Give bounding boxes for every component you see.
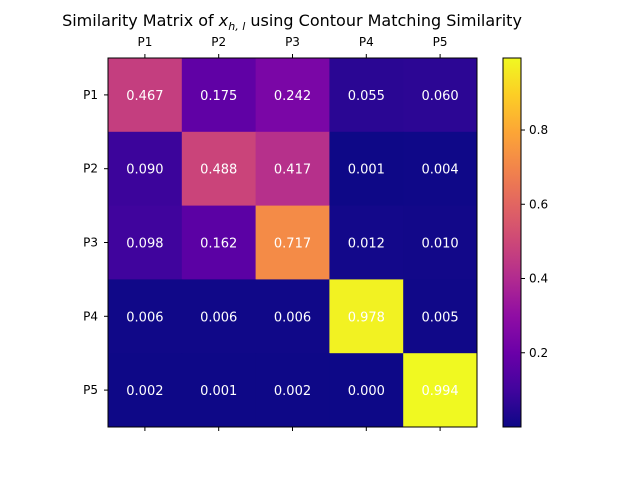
heatmap-cell	[108, 353, 183, 428]
x-tick-label: P1	[137, 35, 152, 49]
cell-value-label: 0.242	[274, 89, 311, 104]
y-tick-label: P1	[83, 88, 98, 102]
cell-value-label: 0.055	[348, 89, 385, 104]
heatmap-cell	[181, 58, 257, 133]
cell-value-label: 0.006	[126, 310, 163, 325]
cell-value-label: 0.001	[200, 384, 237, 399]
y-tick-label: P3	[83, 236, 98, 250]
heatmap-cell	[329, 205, 404, 280]
heatmap-cell	[329, 131, 404, 207]
chart-title-variable: x	[218, 11, 229, 30]
chart-title: Similarity Matrix of xh, l using Contour…	[62, 11, 522, 33]
chart-title-prefix: Similarity Matrix of	[62, 11, 219, 30]
colorbar-tick-label: 0.6	[529, 197, 548, 211]
colorbar-tick-label: 0.4	[529, 272, 548, 286]
heatmap-cell	[108, 205, 183, 280]
x-tick-label: P4	[359, 35, 374, 49]
x-tick-label: P3	[285, 35, 300, 49]
colorbar-ticks: 0.2 0.4 0.6 0.8	[521, 123, 548, 360]
cell-value-label: 0.010	[421, 237, 458, 252]
cell-value-label: 0.004	[421, 163, 458, 178]
y-tick-label: P4	[83, 309, 98, 323]
cell-value-label: 0.006	[200, 310, 237, 325]
heatmap-cell	[181, 353, 257, 428]
colorbar-tick-label: 0.8	[529, 123, 548, 137]
heatmap-cell	[181, 205, 257, 280]
cell-value-label: 0.002	[274, 384, 311, 399]
cell-value-label: 0.467	[126, 89, 163, 104]
cell-value-label: 0.000	[348, 384, 385, 399]
heatmap-cell	[108, 279, 183, 354]
cell-value-label: 0.090	[126, 163, 163, 178]
cell-value-label: 0.002	[126, 384, 163, 399]
heatmap-cell	[255, 131, 330, 207]
heatmap-cell	[329, 58, 404, 133]
cell-value-label: 0.994	[421, 384, 458, 399]
cell-value-label: 0.175	[200, 89, 237, 104]
heatmap-cell	[181, 131, 257, 207]
heatmap-cell	[329, 279, 404, 354]
colorbar	[502, 57, 522, 428]
heatmap-cell	[403, 131, 478, 207]
cell-value-label: 0.417	[274, 163, 311, 178]
heatmap-cell	[255, 205, 330, 280]
y-tick-label: P5	[83, 383, 98, 397]
heatmap-cell	[108, 131, 183, 207]
axis-ticks: P1 P2 P3 P4 P5 P1 P2 P3 P4 P5	[83, 35, 448, 431]
cell-value-label: 0.005	[421, 310, 458, 325]
cell-value-label: 0.717	[274, 237, 311, 252]
chart-title-subscript: h, l	[228, 20, 245, 33]
y-tick-label: P2	[83, 162, 98, 176]
heatmap-cell	[255, 279, 330, 354]
x-tick-label: P5	[433, 35, 448, 49]
cell-value-label: 0.162	[200, 237, 237, 252]
cell-value-label: 0.001	[348, 163, 385, 178]
cell-value-label: 0.978	[348, 310, 385, 325]
cell-value-label: 0.006	[274, 310, 311, 325]
heatmap-cell	[108, 58, 183, 133]
cell-value-label: 0.060	[421, 89, 458, 104]
heatmap-cell	[403, 279, 478, 354]
colorbar-tick-label: 0.2	[529, 346, 548, 360]
heatmap-cell	[255, 353, 330, 428]
x-tick-label: P2	[211, 35, 226, 49]
heatmap-cell	[403, 205, 478, 280]
cell-value-label: 0.488	[200, 163, 237, 178]
cell-value-label: 0.012	[348, 237, 385, 252]
heatmap-cell	[329, 353, 404, 428]
heatmap-cell	[403, 58, 478, 133]
cell-value-label: 0.098	[126, 237, 163, 252]
heatmap-cell	[255, 58, 330, 133]
heatmap-cell	[403, 353, 478, 428]
heatmap-cell	[181, 279, 257, 354]
chart-title-suffix: using Contour Matching Similarity	[245, 11, 522, 30]
heatmap-cells: 0.467 0.175 0.242 0.055 0.060 0.090 0.488 0.417…	[108, 58, 478, 428]
